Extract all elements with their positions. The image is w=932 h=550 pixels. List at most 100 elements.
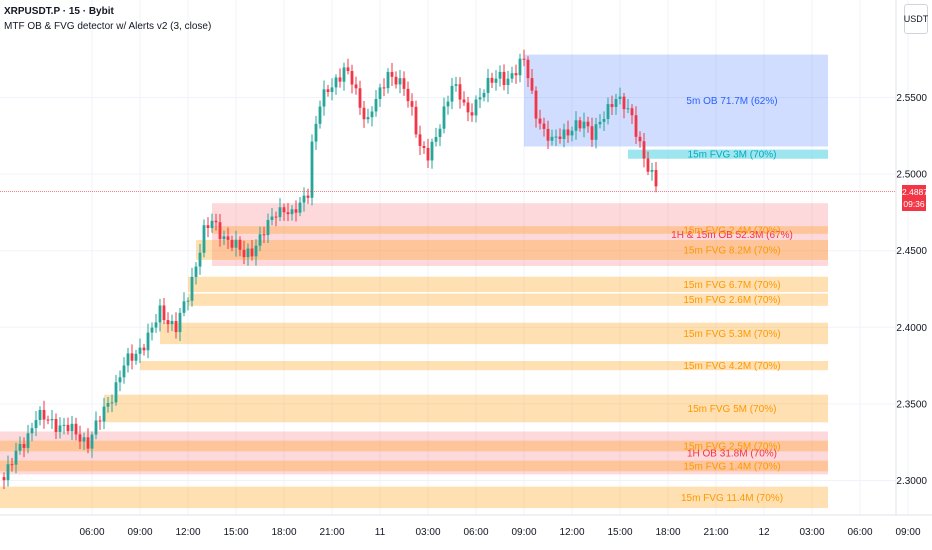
candle-body [522, 58, 526, 60]
y-tick-label: 2.4000 [896, 323, 927, 334]
candle-body [198, 252, 202, 267]
candle-body [154, 322, 158, 328]
candle-body [334, 77, 338, 88]
x-tick-label: 12:00 [175, 527, 200, 538]
candle-body [358, 88, 362, 108]
candle-body [382, 87, 386, 89]
candle-body [370, 111, 374, 118]
candle-body [218, 222, 222, 240]
candle-body [258, 234, 262, 246]
indicator-legend[interactable]: MTF OB & FVG detector w/ Alerts v2 (3, c… [4, 21, 212, 32]
candle-body [290, 209, 294, 215]
x-tick-label: 06:00 [79, 527, 104, 538]
x-tick-label: 18:00 [655, 527, 680, 538]
zone-label: 15m FVG 1.4M (70%) [683, 461, 780, 472]
candle-body [46, 419, 50, 421]
candle-body [498, 71, 502, 79]
candle-body [2, 477, 6, 481]
candle-body [318, 106, 322, 124]
candle-body [346, 67, 350, 72]
candle-body [178, 312, 182, 333]
candle-body [578, 120, 582, 129]
chart-title: XRPUSDT.P · 15 · Bybit [4, 6, 114, 17]
candle-body [558, 136, 562, 139]
current-price-tag: 2.4887 09:36 [902, 185, 928, 212]
candle-body [106, 403, 110, 407]
y-tick-label: 2.3000 [896, 476, 927, 487]
candle-body [602, 119, 606, 122]
zone-label: 15m FVG 2.5M (70%) [683, 442, 780, 453]
candle-body [338, 77, 342, 82]
candle-body [554, 136, 558, 138]
candle-body [70, 423, 74, 432]
zone-label: 1H OB 31.8M (70%) [687, 448, 777, 459]
candle-body [166, 320, 170, 325]
candle-body [326, 89, 330, 92]
zone-label: 15m FVG 8.2M (70%) [683, 245, 780, 256]
candle-body [570, 130, 574, 136]
zone-labels: 5m OB 71.7M (62%) 15m FVG 3M (70%) 1H & 15… [671, 96, 793, 504]
candle-body [518, 58, 522, 76]
candle-body [310, 141, 314, 198]
zone-label: 5m OB 71.7M (62%) [686, 96, 777, 107]
candle-body [366, 117, 370, 120]
candle-body [98, 420, 102, 422]
current-price-value: 2.4887 [902, 187, 928, 198]
candle-body [362, 107, 366, 120]
candle-body [374, 98, 378, 112]
candle-body [210, 220, 214, 228]
candle-body [450, 85, 454, 102]
candle-body [614, 99, 618, 108]
candle-body [590, 126, 594, 140]
candle-body [186, 300, 190, 302]
candle-body [526, 59, 530, 79]
candle-body [466, 102, 470, 113]
candle-body [646, 158, 650, 172]
candle-body [222, 236, 226, 240]
candle-body [394, 76, 398, 85]
candle-body [534, 90, 538, 119]
candle-body [254, 245, 258, 257]
candle-body [226, 236, 230, 240]
zone-fvg [188, 276, 828, 293]
zone-fvg [140, 361, 828, 371]
candle-body [386, 71, 390, 89]
candle-body [6, 464, 10, 481]
candle-body [350, 71, 354, 85]
candle-body [598, 121, 602, 125]
candle-body [410, 101, 414, 107]
candle-body [278, 207, 282, 218]
candle-body [610, 104, 614, 108]
x-tick-label: 12:00 [559, 527, 584, 538]
candle-body [26, 433, 30, 448]
candle-body [514, 73, 518, 76]
x-axis[interactable]: 06:00 09:00 12:00 15:00 18:00 21:00 11 03:00 06:… [79, 527, 920, 538]
y-tick-label: 2.5000 [896, 170, 927, 181]
candle-body [438, 128, 442, 137]
candle-body [94, 420, 98, 435]
currency-unit-button[interactable]: USDT [904, 4, 928, 34]
candle-body [538, 118, 542, 124]
candle-body [566, 129, 570, 136]
candle-body [562, 129, 566, 139]
candle-body [34, 420, 38, 429]
candle-body [146, 332, 150, 351]
candle-body [262, 234, 266, 236]
candle-body [54, 419, 58, 432]
x-tick-label: 09:00 [895, 527, 920, 538]
y-axis[interactable]: 2.3000 2.3500 2.4000 2.4500 2.5000 2.5500 [896, 93, 927, 487]
bar-countdown: 09:36 [903, 199, 925, 210]
zone-fvg [0, 486, 828, 509]
candle-body [414, 106, 418, 135]
candle-body [282, 207, 286, 213]
candle-body [306, 195, 310, 198]
candle-body [482, 92, 486, 98]
candle-body [422, 145, 426, 148]
candle-body [126, 353, 130, 366]
zone-fvg [160, 322, 828, 345]
candle-body [62, 424, 66, 426]
candle-body [594, 124, 598, 140]
zone-label: 15m FVG 5.3M (70%) [683, 329, 780, 340]
x-tick-label: 18:00 [271, 527, 296, 538]
